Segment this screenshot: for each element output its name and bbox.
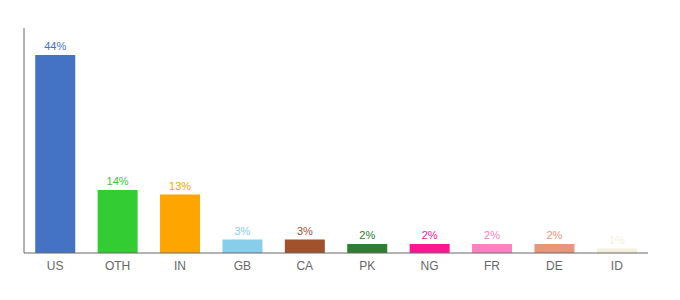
svg-text:2%: 2% [484, 229, 500, 241]
svg-text:GB: GB [234, 259, 251, 273]
svg-text:13%: 13% [169, 180, 191, 192]
svg-text:3%: 3% [234, 225, 250, 237]
svg-text:CA: CA [296, 259, 313, 273]
svg-text:1%: 1% [609, 234, 625, 246]
svg-text:ID: ID [611, 259, 623, 273]
svg-text:44%: 44% [44, 40, 66, 52]
svg-text:PK: PK [359, 259, 375, 273]
svg-text:IN: IN [174, 259, 186, 273]
svg-text:US: US [47, 259, 64, 273]
svg-text:2%: 2% [546, 229, 562, 241]
svg-text:3%: 3% [297, 225, 313, 237]
svg-text:FR: FR [484, 259, 500, 273]
svg-text:OTH: OTH [105, 259, 130, 273]
svg-text:14%: 14% [107, 175, 129, 187]
svg-text:DE: DE [546, 259, 563, 273]
svg-text:2%: 2% [359, 229, 375, 241]
svg-text:2%: 2% [422, 229, 438, 241]
svg-text:NG: NG [421, 259, 439, 273]
